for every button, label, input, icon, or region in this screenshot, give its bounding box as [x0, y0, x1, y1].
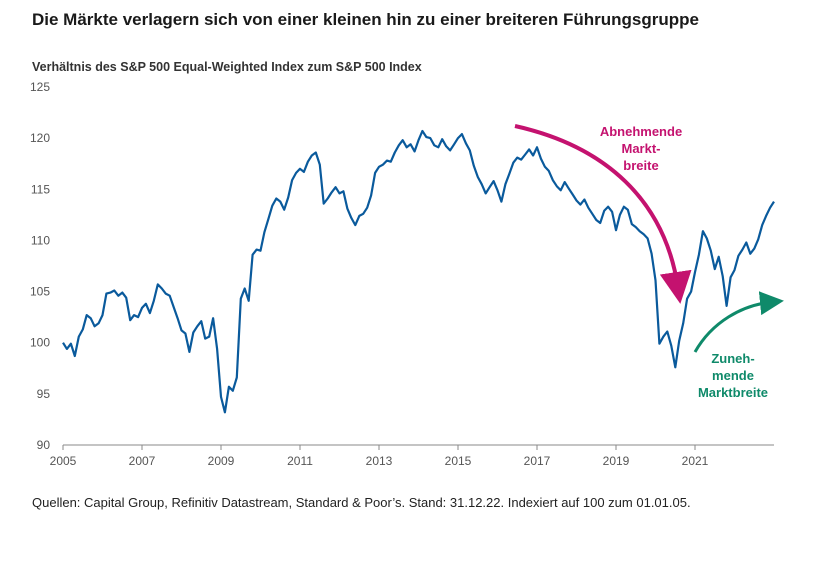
x-tick-label: 2013 — [366, 454, 393, 468]
y-tick-label: 110 — [31, 233, 50, 247]
x-tick-label: 2011 — [287, 454, 313, 468]
page-title: Die Märkte verlagern sich von einer klei… — [32, 10, 699, 29]
y-tick-label: 100 — [30, 336, 50, 350]
y-tick-label: 120 — [30, 131, 50, 145]
chart-subtitle: Verhältnis des S&P 500 Equal-Weighted In… — [32, 60, 422, 74]
y-tick-label: 125 — [30, 80, 50, 94]
x-tick-label: 2019 — [603, 454, 630, 468]
series-line — [62, 129, 775, 414]
x-tick-label: 2007 — [129, 454, 156, 468]
y-tick-label: 105 — [30, 285, 50, 299]
x-tick-label: 2015 — [445, 454, 472, 468]
source-note: Quellen: Capital Group, Refinitiv Datast… — [32, 495, 691, 510]
x-tick-label: 2009 — [208, 454, 235, 468]
y-tick-label: 90 — [37, 438, 51, 452]
rising-breadth-label: Zuneh- — [711, 351, 754, 366]
declining-breadth-arrow — [514, 124, 692, 304]
declining-breadth-label: Markt- — [621, 141, 660, 156]
rising-breadth-arrow — [693, 291, 784, 353]
declining-breadth-label: breite — [623, 158, 658, 173]
y-tick-label: 95 — [37, 387, 51, 401]
x-tick-label: 2017 — [524, 454, 551, 468]
rising-breadth-label: mende — [712, 368, 754, 383]
x-tick-label: 2005 — [50, 454, 77, 468]
declining-breadth-label: Abnehmende — [600, 124, 682, 139]
rising-breadth-label: Marktbreite — [698, 385, 768, 400]
y-tick-label: 115 — [31, 182, 50, 196]
x-tick-label: 2021 — [682, 454, 709, 468]
